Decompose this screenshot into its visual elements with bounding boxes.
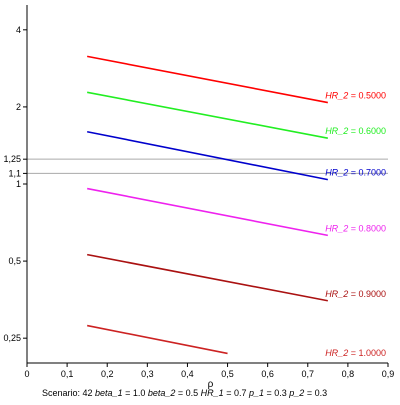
x-tick-label: 0,5 xyxy=(221,369,234,379)
y-tick-label: 4 xyxy=(16,25,21,35)
series-label: HR_2 = 0.7000 xyxy=(325,168,386,178)
x-axis-title: ρ xyxy=(208,379,214,390)
series-line xyxy=(87,91,328,139)
series-label: HR_2 = 0.6000 xyxy=(325,126,386,136)
series-line xyxy=(87,253,328,302)
x-tick-label: 0,4 xyxy=(181,369,194,379)
x-tick-label: 0,7 xyxy=(302,369,315,379)
series-line xyxy=(87,324,228,355)
series-line xyxy=(87,130,328,181)
x-tick-label: 0 xyxy=(24,369,29,379)
y-tick-label: 0,25 xyxy=(3,333,21,343)
series-label: HR_2 = 1.0000 xyxy=(325,348,386,358)
y-tick-label: 1,1 xyxy=(8,168,21,178)
x-tick-label: 0,8 xyxy=(342,369,355,379)
series-line xyxy=(87,187,328,237)
x-tick-label: 0,3 xyxy=(141,369,154,379)
x-tick-label: 0,9 xyxy=(382,369,395,379)
scenario-footer: Scenario: 42 beta_1 = 1.0 beta_2 = 0.5 H… xyxy=(42,388,327,398)
x-tick-label: 0,1 xyxy=(61,369,74,379)
x-tick-label: 0,2 xyxy=(101,369,114,379)
y-tick-label: 1 xyxy=(16,179,21,189)
series-label: HR_2 = 0.5000 xyxy=(325,91,386,101)
y-tick-label: 0,5 xyxy=(8,256,21,266)
series-line xyxy=(87,55,328,104)
y-tick-label: 1,25 xyxy=(3,154,21,164)
series-label: HR_2 = 0.9000 xyxy=(325,289,386,299)
x-tick-label: 0,6 xyxy=(261,369,274,379)
series-label: HR_2 = 0.8000 xyxy=(325,223,386,233)
y-tick-label: 2 xyxy=(16,102,21,112)
